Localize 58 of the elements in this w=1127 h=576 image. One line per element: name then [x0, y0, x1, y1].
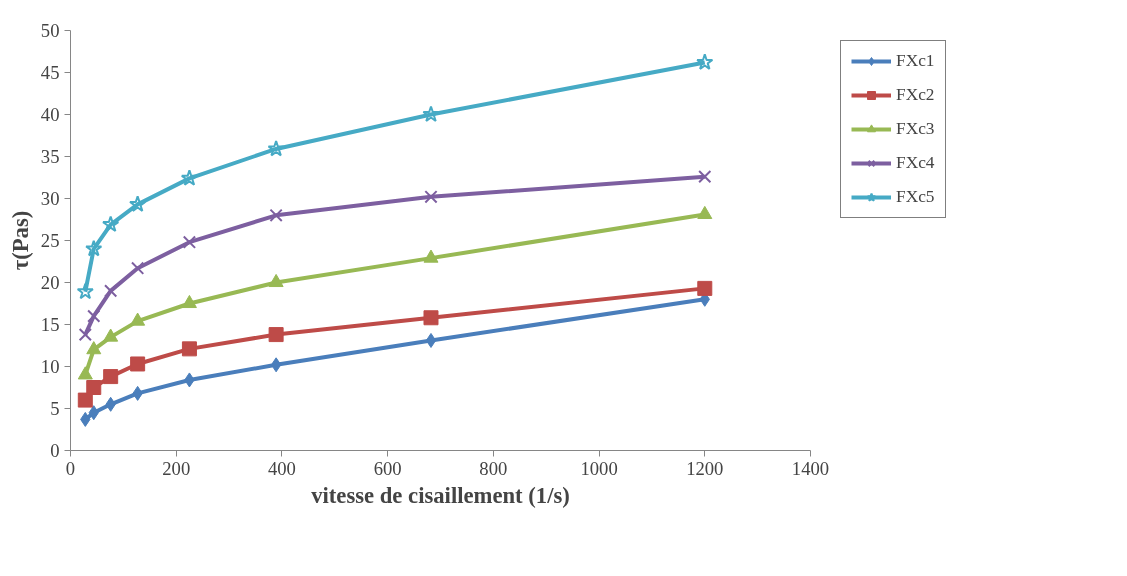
legend-label: FXc5 — [896, 187, 935, 207]
x-tick-label: 0 — [65, 457, 76, 479]
point — [268, 327, 284, 343]
y-tick-label: 25 — [40, 230, 60, 251]
point — [425, 332, 437, 348]
y-tick-label: 40 — [40, 104, 60, 125]
point — [181, 294, 197, 309]
x-tick-label: 600 — [373, 457, 402, 479]
point — [182, 235, 197, 249]
x-axis-title: vitesse de cisaillement (1/s) — [311, 482, 570, 508]
point — [103, 328, 119, 342]
point — [85, 239, 103, 257]
y-tick-label: 50 — [40, 20, 60, 41]
y-axis-title: τ(Pas) — [7, 210, 33, 271]
y-tick-label: 35 — [40, 146, 60, 167]
point — [423, 310, 439, 326]
point — [697, 205, 713, 219]
y-tick-label: 30 — [40, 188, 60, 209]
point — [181, 341, 197, 357]
point — [103, 369, 119, 385]
point — [696, 53, 714, 70]
y-tick-label: 15 — [40, 314, 60, 335]
point — [86, 380, 102, 395]
point — [423, 249, 439, 263]
legend-label: FXc3 — [896, 119, 935, 139]
point — [102, 215, 120, 233]
x-tick-label: 200 — [162, 457, 191, 479]
point — [698, 170, 712, 184]
point — [130, 356, 146, 372]
x-tick-label: 1000 — [580, 457, 618, 479]
point — [78, 327, 92, 342]
y-tick-label: 0 — [50, 440, 60, 461]
x-tick-label: 1400 — [791, 457, 830, 479]
point — [267, 139, 285, 157]
y-tick-label: 10 — [40, 356, 60, 377]
point — [130, 312, 146, 326]
legend-label: FXc2 — [896, 85, 935, 105]
point — [697, 280, 713, 296]
y-tick-label: 45 — [40, 62, 60, 83]
x-tick-label: 400 — [267, 457, 296, 479]
point — [77, 366, 93, 380]
point — [77, 392, 93, 408]
point — [86, 341, 102, 355]
point — [422, 105, 440, 122]
y-tick-label: 5 — [50, 398, 60, 419]
point — [87, 309, 101, 323]
point — [269, 208, 283, 222]
point — [424, 190, 438, 204]
point — [270, 357, 282, 373]
point — [130, 261, 145, 275]
point — [268, 273, 284, 288]
point — [129, 195, 147, 212]
y-tick-label: 20 — [40, 272, 60, 293]
point — [76, 282, 94, 300]
legend-label: FXc1 — [896, 51, 935, 71]
x-tick-label: 800 — [479, 457, 508, 479]
x-tick-label: 1200 — [686, 457, 724, 479]
legend-label: FXc4 — [896, 153, 935, 173]
